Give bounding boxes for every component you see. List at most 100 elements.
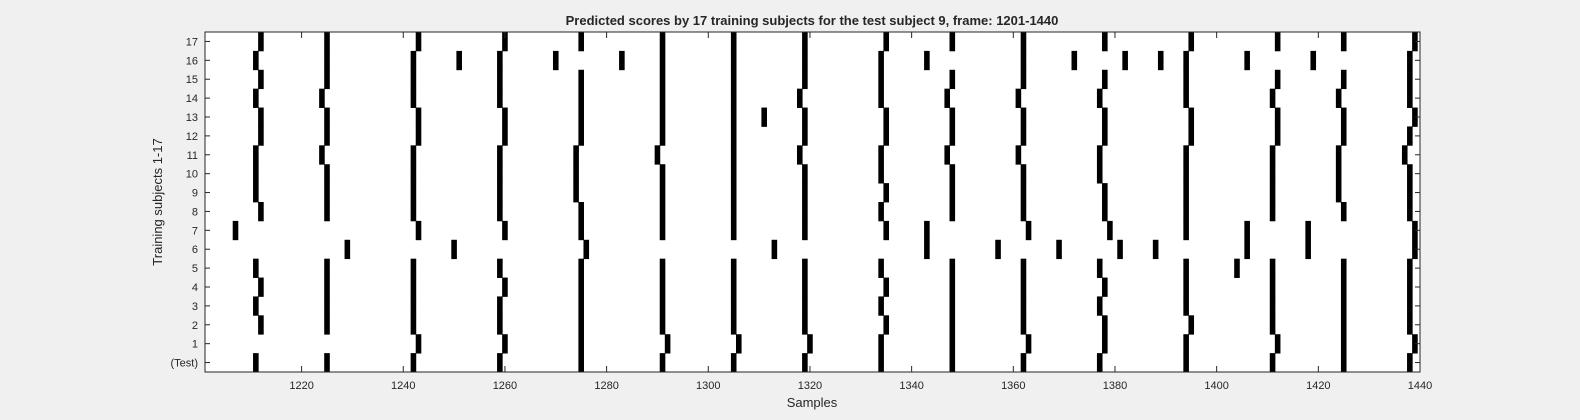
event-mark (1071, 50, 1078, 71)
event-mark (1020, 353, 1027, 373)
x-tick-label: 1220 (289, 380, 313, 392)
event-mark (730, 220, 737, 241)
event-mark (883, 315, 890, 335)
event-mark (1183, 277, 1189, 297)
event-mark (654, 145, 661, 165)
event-mark (802, 69, 808, 90)
event-mark (552, 50, 559, 71)
x-axis-ticks: 1220 1240 1260 1280 1300 1320 1340 1360 1380 1400… (289, 32, 1432, 392)
event-mark (730, 183, 737, 203)
event-mark (883, 183, 890, 203)
event-mark (324, 183, 330, 203)
event-mark (802, 32, 808, 52)
event-mark (1244, 220, 1250, 241)
event-mark (324, 126, 330, 146)
event-mark (949, 202, 956, 222)
event-mark (1407, 50, 1413, 71)
event-mark (1234, 258, 1240, 278)
event-mark (324, 69, 330, 90)
event-mark (1183, 145, 1189, 165)
y-tick-label: 15 (186, 74, 198, 86)
event-mark (1412, 32, 1418, 52)
event-mark (1269, 277, 1276, 297)
event-mark (324, 296, 330, 316)
event-mark (664, 334, 671, 354)
event-mark (258, 277, 264, 297)
event-mark (659, 32, 666, 52)
event-mark (1340, 258, 1347, 278)
event-mark (1340, 126, 1347, 146)
event-mark (497, 258, 503, 278)
event-mark (324, 32, 330, 52)
event-mark (883, 220, 890, 241)
event-mark (578, 353, 584, 373)
y-tick-label: 11 (187, 150, 198, 162)
event-mark (1340, 315, 1347, 335)
event-mark (1183, 220, 1189, 241)
event-mark (1188, 315, 1195, 335)
event-mark (878, 50, 884, 71)
x-tick-label: 1360 (1001, 380, 1025, 392)
event-mark (1274, 126, 1281, 146)
event-mark (451, 239, 457, 260)
event-mark (1340, 334, 1347, 354)
event-mark (1020, 69, 1027, 90)
event-mark (497, 315, 503, 335)
event-mark (807, 334, 813, 354)
event-mark (659, 88, 666, 108)
event-mark (578, 220, 584, 241)
event-mark (410, 296, 417, 316)
event-mark (1335, 88, 1342, 108)
y-tick-label: 7 (192, 225, 198, 237)
event-mark (924, 50, 930, 71)
event-mark (497, 145, 503, 165)
event-mark (497, 296, 503, 316)
event-mark (949, 296, 956, 316)
event-mark (1020, 32, 1027, 52)
event-mark (410, 258, 417, 278)
event-mark (1183, 258, 1189, 278)
event-mark (924, 220, 930, 241)
event-mark (578, 334, 584, 354)
event-mark (324, 353, 330, 373)
event-mark (253, 353, 259, 373)
y-tick-label: 14 (186, 93, 198, 105)
event-mark (1269, 315, 1276, 335)
event-mark (253, 258, 259, 278)
event-mark (1183, 334, 1189, 354)
event-mark (1269, 183, 1276, 203)
event-mark (1310, 50, 1317, 71)
event-mark (415, 334, 422, 354)
event-mark (878, 258, 884, 278)
y-tick-label: 1 (192, 339, 198, 351)
y-tick-label: 17 (186, 36, 198, 48)
event-mark (730, 126, 737, 146)
event-mark (1188, 107, 1195, 127)
event-mark (324, 258, 330, 278)
event-mark (1269, 296, 1276, 316)
event-mark (319, 145, 325, 165)
event-mark (415, 107, 422, 127)
event-mark (502, 277, 508, 297)
event-mark (949, 315, 956, 335)
event-mark (410, 315, 417, 335)
plot-frame (204, 31, 1421, 373)
event-mark (659, 296, 666, 316)
event-mark (1102, 334, 1108, 354)
event-mark (324, 277, 330, 297)
event-mark (324, 164, 330, 184)
event-mark (1407, 202, 1413, 222)
event-mark (1056, 239, 1062, 260)
event-mark (1340, 32, 1347, 52)
y-tick-label: 4 (192, 282, 198, 294)
event-mark (1122, 50, 1128, 71)
x-axis-label: Samples (787, 395, 838, 410)
x-tick-label: 1240 (391, 380, 415, 392)
event-mark (497, 202, 503, 222)
event-mark (878, 296, 884, 316)
x-tick-label: 1420 (1306, 380, 1330, 392)
x-tick-label: 1440 (1408, 380, 1432, 392)
event-mark (1407, 164, 1413, 184)
